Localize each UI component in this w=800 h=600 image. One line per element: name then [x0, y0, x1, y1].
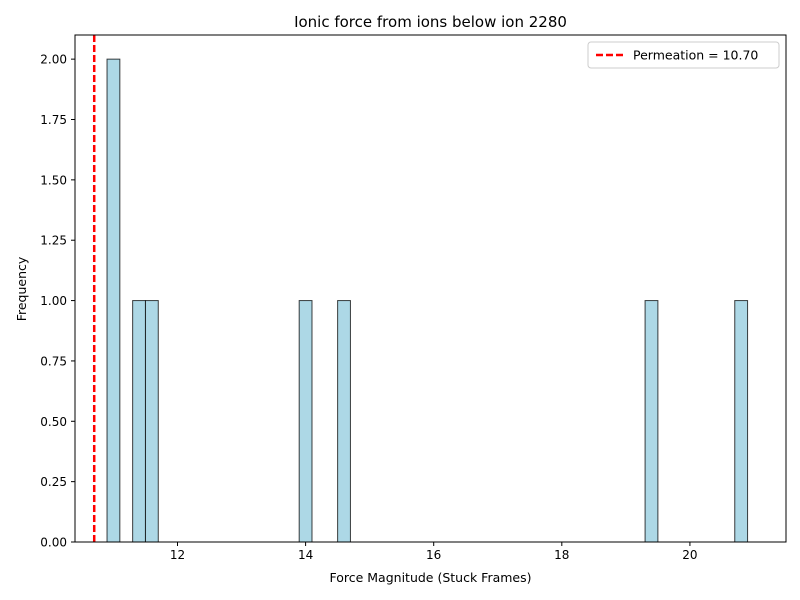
legend-entry-permeation: Permeation = 10.70 — [633, 48, 758, 63]
histogram-bar-5 — [644, 300, 659, 543]
histogram-bar-2 — [144, 300, 159, 543]
y-axis-label: Frequency — [14, 256, 29, 321]
legend: Permeation = 10.70 — [587, 41, 780, 69]
x-axis-label: Force Magnitude (Stuck Frames) — [329, 570, 531, 585]
histogram-bar-1 — [132, 300, 146, 543]
x-tick-label-2: 16 — [426, 548, 441, 562]
axes-group: 12 14 16 18 20 0.00 0.25 0.50 0.75 1.00 1.25 1.50 1.… — [40, 34, 787, 562]
plot-frame — [74, 34, 787, 543]
y-tick-label-3: 0.75 — [40, 354, 67, 368]
histogram-bar-3 — [298, 300, 313, 543]
bars-group — [106, 58, 749, 543]
histogram-bar-0 — [106, 58, 121, 543]
y-tick-label-7: 1.75 — [40, 113, 67, 127]
histogram-bar-4 — [337, 300, 351, 543]
x-tick-label-0: 12 — [170, 548, 185, 562]
x-tick-label-3: 18 — [554, 548, 569, 562]
y-tick-label-5: 1.25 — [40, 234, 67, 248]
chart-title: Ionic force from ions below ion 2280 — [294, 13, 567, 31]
histogram-bar-6 — [734, 300, 749, 543]
x-tick-label-4: 20 — [682, 548, 697, 562]
legend-box — [587, 41, 780, 69]
y-tick-label-6: 1.50 — [40, 173, 67, 187]
y-tick-label-1: 0.25 — [40, 475, 67, 489]
y-tick-label-2: 0.50 — [40, 415, 67, 429]
y-tick-label-0: 0.00 — [40, 536, 67, 550]
y-tick-label-4: 1.00 — [40, 294, 67, 308]
y-tick-label-8: 2.00 — [40, 53, 67, 67]
x-tick-label-1: 14 — [298, 548, 313, 562]
